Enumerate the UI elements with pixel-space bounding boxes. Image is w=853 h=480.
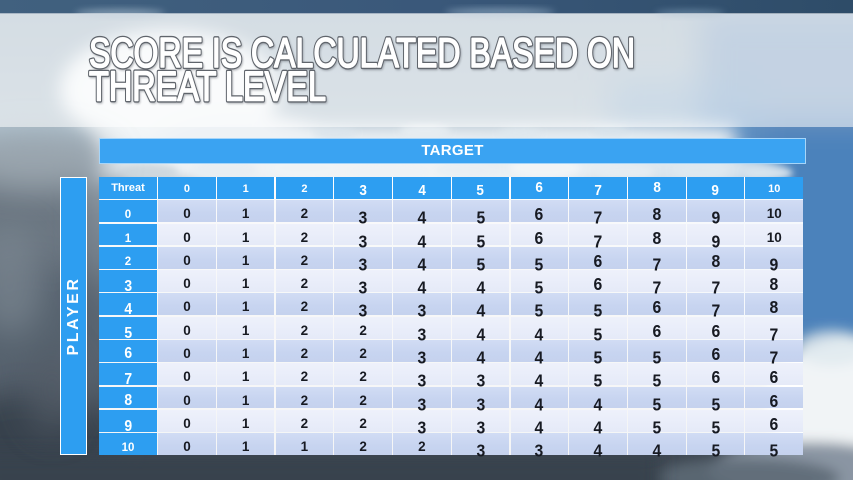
svg-text:SCORE IS CALCULATED BASED ON: SCORE IS CALCULATED BASED ON: [89, 29, 635, 76]
svg-text:THREAT LEVEL: THREAT LEVEL: [89, 63, 326, 110]
svg-text:SCORE IS CALCULATED BASED ON: SCORE IS CALCULATED BASED ON: [89, 29, 635, 76]
svg-text:THREAT LEVEL: THREAT LEVEL: [90, 64, 327, 111]
svg-text:SCORE IS CALCULATED BASED ON: SCORE IS CALCULATED BASED ON: [90, 31, 636, 78]
svg-text:THREAT LEVEL: THREAT LEVEL: [89, 63, 326, 110]
